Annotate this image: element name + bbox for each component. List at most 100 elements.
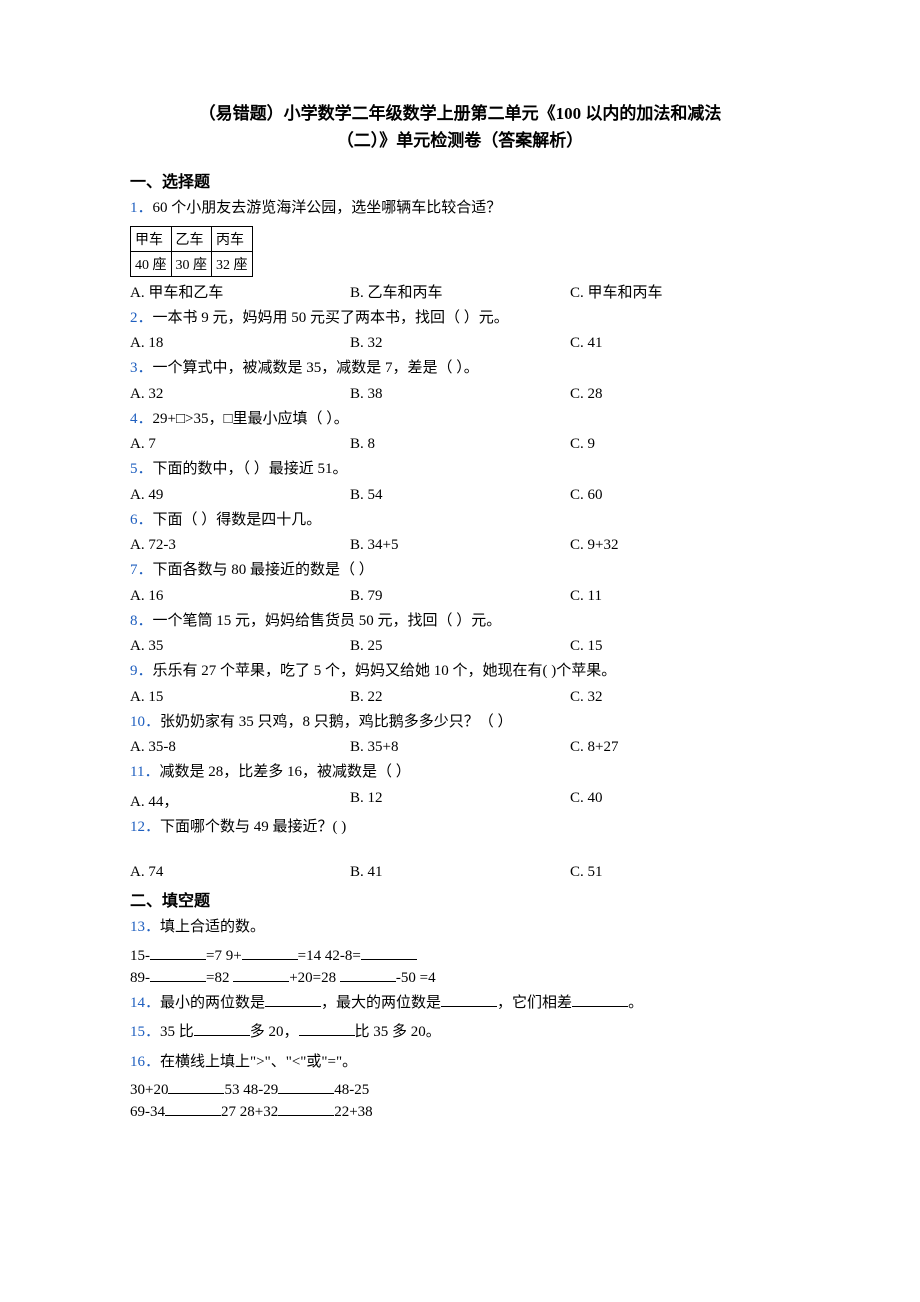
question-text: 乐乐有 27 个苹果，吃了 5 个，妈妈又给她 10 个，她现在有( )个苹果。	[153, 663, 617, 679]
blank	[194, 1021, 250, 1036]
question-text: 填上合适的数。	[160, 919, 265, 935]
text: +20=28	[289, 970, 340, 986]
text: -50 =4	[396, 970, 436, 986]
option-a: A. 72-3	[130, 537, 350, 554]
q4-options: A. 7B. 8C. 9	[130, 436, 790, 453]
text: =82	[206, 970, 233, 986]
text: ，它们相差	[497, 995, 572, 1011]
text: =7 9+	[206, 948, 242, 964]
blank	[150, 967, 206, 982]
question-3: 3．一个算式中，被减数是 35，减数是 7，差是（ ）。	[130, 356, 790, 382]
option-c: C. 9+32	[570, 537, 790, 554]
title-line-1: （易错题）小学数学二年级数学上册第二单元《100 以内的加法和减法	[199, 104, 722, 123]
blank	[361, 945, 417, 960]
blank	[165, 1101, 221, 1116]
question-number: 15．	[130, 1024, 160, 1040]
question-text: 减数是 28，比差多 16，被减数是（ ）	[159, 764, 410, 780]
question-number: 13．	[130, 919, 160, 935]
text: 30+20	[130, 1082, 168, 1098]
question-text: 60 个小朋友去游览海洋公园，选坐哪辆车比较合适？	[153, 200, 502, 216]
text: 比 35 多 20。	[355, 1024, 441, 1040]
option-b: B. 25	[350, 638, 570, 655]
blank	[299, 1021, 355, 1036]
text: 69-34	[130, 1104, 165, 1120]
option-a: A. 32	[130, 386, 350, 403]
question-text: 下面的数中，（ ）最接近 51。	[153, 461, 348, 477]
question-text: 下面哪个数与 49 最接近？( )	[160, 819, 346, 835]
q16-row2: 69-3427 28+3222+38	[130, 1101, 790, 1121]
table-cell: 甲车	[131, 226, 172, 251]
blank	[572, 992, 628, 1007]
question-text: 一个笔筒 15 元，妈妈给售货员 50 元，找回（ ）元。	[153, 613, 502, 629]
q9-options: A. 15B. 22C. 32	[130, 689, 790, 706]
option-c: C. 11	[570, 588, 790, 605]
question-7: 7．下面各数与 80 最接近的数是（ ）	[130, 558, 790, 584]
option-b: B. 32	[350, 335, 570, 352]
option-c: C. 28	[570, 386, 790, 403]
question-number: 8．	[130, 613, 153, 629]
text: ，最大的两位数是	[321, 995, 441, 1011]
question-1: 1．60 个小朋友去游览海洋公园，选坐哪辆车比较合适？	[130, 196, 790, 222]
text: =14 42-8=	[298, 948, 361, 964]
table-row: 40 座 30 座 32 座	[131, 251, 253, 276]
blank	[441, 992, 497, 1007]
blank	[278, 1079, 334, 1094]
q13-row1: 15- =7 9+ =14 42-8=	[130, 945, 790, 965]
question-text: 一个算式中，被减数是 35，减数是 7，差是（ ）。	[153, 360, 479, 376]
option-c: C. 15	[570, 638, 790, 655]
question-8: 8．一个笔筒 15 元，妈妈给售货员 50 元，找回（ ）元。	[130, 609, 790, 635]
question-number: 9．	[130, 663, 153, 679]
question-text: 张奶奶家有 35 只鸡，8 只鹅，鸡比鹅多多少只？（ ）	[160, 714, 513, 730]
q7-options: A. 16B. 79C. 11	[130, 588, 790, 605]
question-13: 13．填上合适的数。	[130, 915, 790, 941]
text: 。	[628, 995, 643, 1011]
question-number: 1．	[130, 200, 153, 216]
blank	[340, 967, 396, 982]
option-a: A. 35	[130, 638, 350, 655]
table-row: 甲车 乙车 丙车	[131, 226, 253, 251]
blank	[233, 967, 289, 982]
question-number: 12．	[130, 819, 160, 835]
option-a: A. 18	[130, 335, 350, 352]
option-a: A. 15	[130, 689, 350, 706]
text: 多 20，	[250, 1024, 299, 1040]
question-text: 在横线上填上">"、"<"或"="。	[160, 1054, 357, 1070]
question-number: 11．	[130, 764, 159, 780]
question-number: 3．	[130, 360, 153, 376]
option-b: B. 35+8	[350, 739, 570, 756]
text: 48-25	[334, 1082, 369, 1098]
q1-options: A. 甲车和乙车 B. 乙车和丙车 C. 甲车和丙车	[130, 281, 790, 302]
question-text: 一本书 9 元，妈妈用 50 元买了两本书，找回（ ）元。	[153, 310, 509, 326]
option-c: C. 51	[570, 864, 790, 881]
q13-row2: 89- =82 +20=28 -50 =4	[130, 967, 790, 987]
question-number: 4．	[130, 411, 153, 427]
question-10: 10．张奶奶家有 35 只鸡，8 只鹅，鸡比鹅多多少只？（ ）	[130, 710, 790, 736]
q3-options: A. 32B. 38C. 28	[130, 386, 790, 403]
blank	[168, 1079, 224, 1094]
option-a: A. 甲车和乙车	[130, 281, 350, 302]
question-2: 2．一本书 9 元，妈妈用 50 元买了两本书，找回（ ）元。	[130, 306, 790, 332]
q5-options: A. 49B. 54C. 60	[130, 487, 790, 504]
blank	[150, 945, 206, 960]
question-number: 10．	[130, 714, 160, 730]
question-number: 2．	[130, 310, 153, 326]
question-9: 9．乐乐有 27 个苹果，吃了 5 个，妈妈又给她 10 个，她现在有( )个苹…	[130, 659, 790, 685]
blank	[242, 945, 298, 960]
table-cell: 30 座	[171, 251, 212, 276]
q11-options: A. 44，B. 12C. 40	[130, 790, 790, 811]
text: 89-	[130, 970, 150, 986]
question-11: 11．减数是 28，比差多 16，被减数是（ ）	[130, 760, 790, 786]
question-6: 6．下面（ ）得数是四十几。	[130, 508, 790, 534]
question-15: 15．35 比多 20，比 35 多 20。	[130, 1020, 790, 1046]
option-b: B. 38	[350, 386, 570, 403]
question-number: 7．	[130, 562, 153, 578]
section-1-heading: 一、选择题	[130, 168, 790, 192]
question-5: 5．下面的数中，（ ）最接近 51。	[130, 457, 790, 483]
option-a: A. 7	[130, 436, 350, 453]
option-b: B. 41	[350, 864, 570, 881]
question-number: 14．	[130, 995, 160, 1011]
option-c: C. 60	[570, 487, 790, 504]
title-line-2: （二）》单元检测卷（答案解析）	[337, 131, 584, 150]
option-c: C. 甲车和丙车	[570, 281, 790, 302]
text: 15-	[130, 948, 150, 964]
